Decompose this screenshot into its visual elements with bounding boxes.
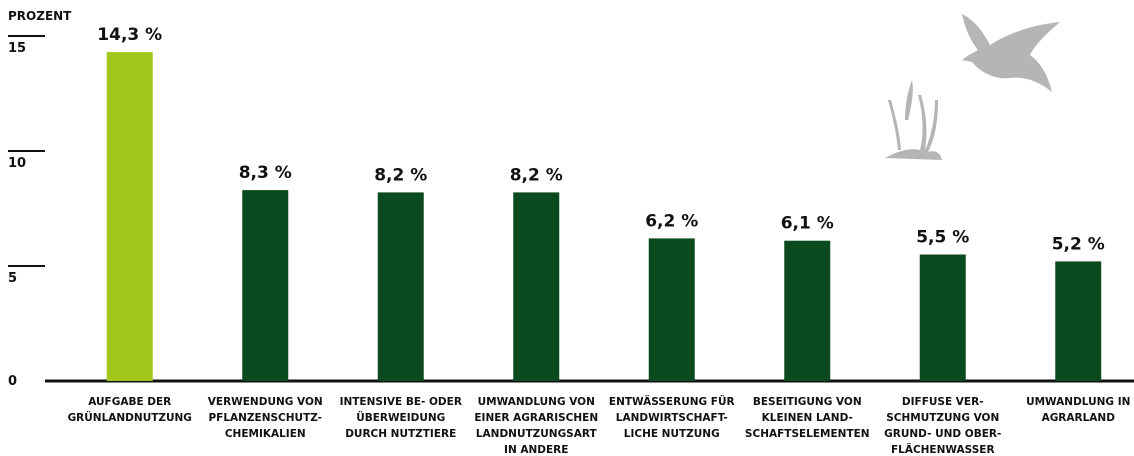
x-tick-label: ENTWÄSSERUNG FÜR LANDWIRTSCHAFT-LICHE NUT… — [609, 394, 735, 440]
y-tick-label: 0 — [8, 374, 17, 389]
bar — [242, 190, 289, 381]
reed-icon — [885, 80, 942, 160]
x-tick-label: UMWANDLUNG VON EINER AGRARISCHEN LANDNUTZU… — [474, 396, 598, 456]
value-label: 8,2 % — [510, 165, 563, 185]
value-label: 5,5 % — [916, 228, 969, 248]
x-tick-label: UMWANDLUNG IN AGRARLAND — [1026, 396, 1130, 424]
value-label: 14,3 % — [97, 25, 162, 45]
value-label: 6,1 % — [781, 214, 834, 234]
bar — [919, 254, 966, 381]
x-tick-label: INTENSIVE BE- ODER ÜBERWEIDUNG DURCH NUTZT… — [340, 396, 462, 440]
value-label: 5,2 % — [1052, 234, 1105, 254]
value-label: 8,2 % — [374, 165, 427, 185]
y-tick-label: 5 — [8, 271, 17, 286]
bar — [513, 192, 560, 381]
y-tick-label: 10 — [8, 156, 26, 171]
bird-icon — [962, 14, 1060, 92]
x-tick-label: DIFFUSE VER-SCHMUTZUNG VON GRUND- UND OBE… — [884, 396, 1001, 456]
y-tick-label: 15 — [8, 41, 26, 56]
bar — [1055, 261, 1102, 381]
bar — [377, 192, 424, 381]
bar — [784, 240, 831, 381]
y-axis-label: PROZENT — [8, 9, 72, 23]
x-tick-label: BESEITIGUNG VON KLEINEN LAND-SCHAFTSELEME… — [745, 396, 870, 440]
x-tick-label: AUFGABE DER GRÜNLANDNUTZUNG — [68, 396, 192, 424]
bar — [648, 238, 695, 381]
x-tick-label: VERWENDUNG VON PFLANZENSCHUTZ-CHEMIKALIEN — [208, 396, 323, 440]
value-label: 8,3 % — [239, 163, 292, 183]
decoration — [885, 14, 1060, 160]
value-label: 6,2 % — [645, 211, 698, 231]
bar — [106, 52, 153, 381]
